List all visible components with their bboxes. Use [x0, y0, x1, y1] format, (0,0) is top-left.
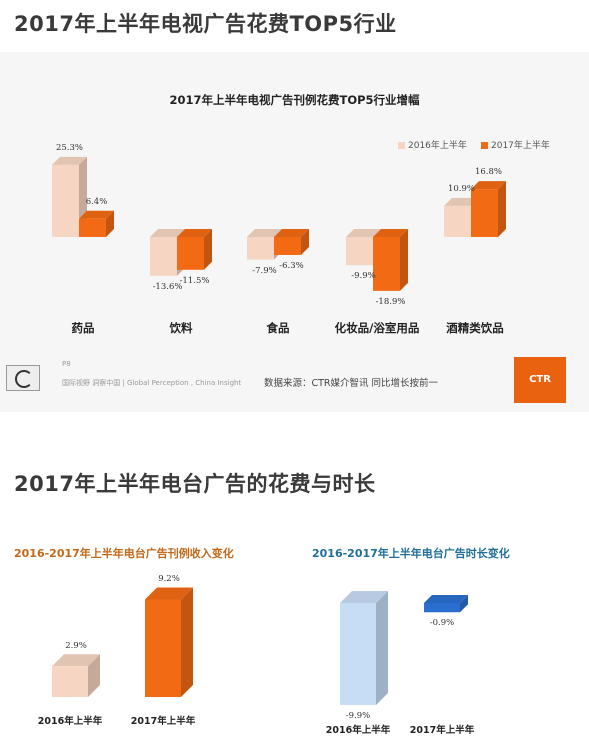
radio-duration-label-1: -0.9%	[429, 618, 455, 629]
data-label-2017-3: -18.9%	[375, 296, 406, 307]
source-note: 数据来源：CTR媒介智讯 同比增长按前一	[264, 378, 439, 389]
logo-text: P8	[62, 360, 71, 368]
data-label-2017-4: 16.8%	[474, 167, 502, 178]
legend-label-2017: 2017年上半年	[491, 141, 550, 151]
radio-revenue-category-0: 2016年上半年	[37, 716, 103, 727]
bar-2017-1	[177, 229, 212, 270]
radio-revenue-title: 2016-2017年上半年电台广告刊例收入变化	[14, 547, 234, 560]
bar-2017-0	[79, 210, 114, 237]
category-label-2: 食品	[266, 321, 290, 335]
legend-swatch-2017	[481, 142, 488, 149]
bar-2017-2	[274, 229, 309, 255]
data-label-2016-4: 10.9%	[447, 183, 475, 194]
radio-duration-category-1: 2017年上半年	[409, 725, 475, 736]
radio-revenue-label-0: 2.9%	[65, 641, 87, 652]
radio-duration-title: 2016-2017年上半年电台广告时长变化	[312, 547, 510, 560]
legend-label-2016: 2016年上半年	[408, 141, 467, 151]
data-label-2017-1: -11.5%	[179, 275, 210, 286]
radio-revenue-bar-0	[52, 654, 100, 697]
logo-icon	[6, 365, 40, 391]
data-label-2016-3: -9.9%	[351, 271, 376, 282]
radio-duration-category-0: 2016年上半年	[325, 725, 391, 736]
data-label-2016-0: 25.3%	[55, 142, 83, 153]
data-label-2016-2: -7.9%	[252, 265, 277, 276]
radio-duration-bar-1	[424, 595, 468, 613]
category-label-4: 酒精类饮品	[446, 321, 504, 335]
section1-heading: 2017年上半年电视广告花费TOP5行业	[14, 12, 397, 36]
data-label-2016-1: -13.6%	[152, 281, 183, 292]
category-label-0: 药品	[71, 321, 95, 335]
legend-2017: 2017年上半年	[481, 138, 550, 151]
data-label-2017-0: 6.4%	[85, 196, 108, 207]
radio-duration-label-0: -9.9%	[345, 710, 371, 721]
chart-title: 2017年上半年电视广告刊例花费TOP5行业增幅	[169, 93, 420, 107]
category-label-1: 饮料	[169, 321, 193, 335]
bar-2017-3	[373, 229, 408, 291]
radio-revenue-category-1: 2017年上半年	[130, 716, 196, 727]
section2-heading: 2017年上半年电台广告的花费与时长	[14, 472, 376, 496]
legend-2016: 2016年上半年	[398, 138, 467, 151]
radio-duration-bar-0	[340, 591, 388, 705]
logo-subtitle: 国际视野 洞察中国 | Global Perception , China In…	[62, 379, 242, 387]
radio-revenue-bar-1	[145, 587, 193, 697]
radio-revenue-label-1: 9.2%	[158, 574, 180, 585]
data-label-2017-2: -6.3%	[279, 260, 304, 271]
legend-swatch-2016	[398, 142, 405, 149]
tv-chart-panel: 2017年上半年电视广告刊例花费TOP5行业增幅 2016年上半年 2017年上…	[0, 52, 589, 412]
brand-logo: CTR	[514, 357, 566, 403]
tv-bar-chart	[52, 156, 506, 291]
bar-2017-4	[471, 181, 506, 237]
category-label-3: 化妆品/浴室用品	[334, 321, 420, 335]
